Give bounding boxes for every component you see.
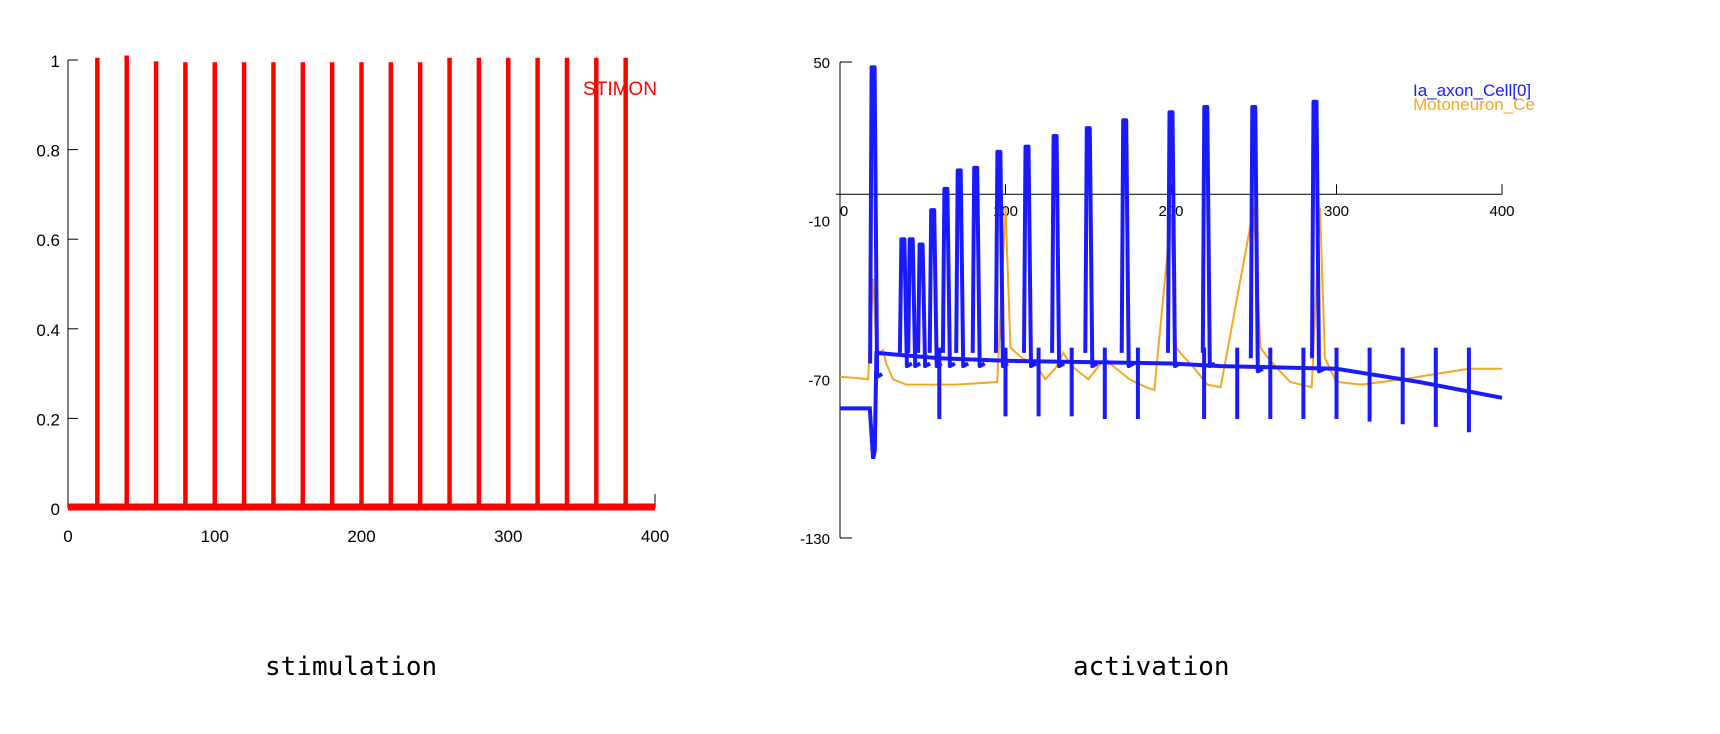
act-ia-axon-spike bbox=[1050, 134, 1066, 369]
stim-y-tick-label: 0 bbox=[51, 500, 60, 519]
stim-legend-label: STIMON bbox=[583, 79, 657, 100]
act-y-tick-label: -70 bbox=[808, 372, 830, 389]
act-ia-axon-spike bbox=[1083, 126, 1099, 369]
stim-y-tick-label: 0.2 bbox=[36, 410, 60, 429]
act-ia-axon-spike bbox=[916, 242, 932, 369]
act-ia-axon-spike bbox=[906, 237, 922, 369]
stim-y-tick-label: 0.6 bbox=[36, 231, 60, 250]
stim-x-tick-label: 200 bbox=[347, 527, 375, 546]
act-ia-axon-spike bbox=[1119, 118, 1135, 369]
act-ia-axon-spike bbox=[954, 168, 970, 369]
act-ia-axon-spike bbox=[993, 149, 1009, 369]
stim-y-tick-label: 1 bbox=[51, 52, 60, 71]
act-ia-axon-baseline-line bbox=[840, 350, 1503, 460]
act-ia-axon-spike bbox=[868, 65, 884, 379]
stim-y-tick-label: 0.4 bbox=[36, 321, 60, 340]
stimulation-chart-svg: 0 100 200 300 400 0 0.2 0.4 0.6 0.8 1 STIMON bbox=[36, 52, 669, 546]
stimulation-caption: stimulation bbox=[265, 652, 438, 682]
act-y-tick-label: -130 bbox=[800, 531, 830, 548]
act-ia-axon-spike bbox=[927, 208, 943, 369]
act-ia-axon-spike bbox=[1248, 105, 1264, 374]
stim-x-tick-label: 100 bbox=[201, 527, 229, 546]
act-ia-axon-spike bbox=[1310, 99, 1325, 374]
stim-y-tick-label: 0.8 bbox=[36, 142, 60, 161]
act-ia-axon-spike bbox=[1166, 110, 1181, 369]
act-ia-axon-spike bbox=[1022, 144, 1037, 369]
act-x-tick-label: 200 bbox=[1158, 203, 1183, 220]
stimulation-chart: 0 100 200 300 400 0 0.2 0.4 0.6 0.8 1 STIMON bbox=[0, 0, 700, 600]
stim-x-tick-label: 0 bbox=[63, 527, 72, 546]
act-ia-axon-spike bbox=[897, 237, 913, 369]
act-legend-motoneuron: Motoneuron_Ce bbox=[1413, 95, 1535, 114]
act-ia-axon-spike bbox=[940, 186, 956, 369]
act-y-tick-label: 50 bbox=[813, 55, 830, 72]
act-x-tick-label: 0 bbox=[840, 203, 848, 220]
stim-x-tick-label: 400 bbox=[641, 527, 669, 546]
act-ia-axon-spike bbox=[970, 165, 986, 369]
act-y-tick-label: -10 bbox=[808, 214, 830, 231]
stim-x-tick-label: 300 bbox=[494, 527, 522, 546]
act-ia-axon-spike bbox=[1200, 105, 1216, 369]
act-x-tick-label: 400 bbox=[1489, 203, 1514, 220]
activation-chart: 50 -10 -70 -130 0 100 200 300 400 Ia_axon_Cell[0]… bbox=[760, 0, 1720, 600]
act-legend-ia-axon: Ia_axon_Cell[0] bbox=[1413, 81, 1531, 100]
act-x-tick-label: 300 bbox=[1324, 203, 1349, 220]
activation-caption: activation bbox=[1073, 652, 1230, 682]
